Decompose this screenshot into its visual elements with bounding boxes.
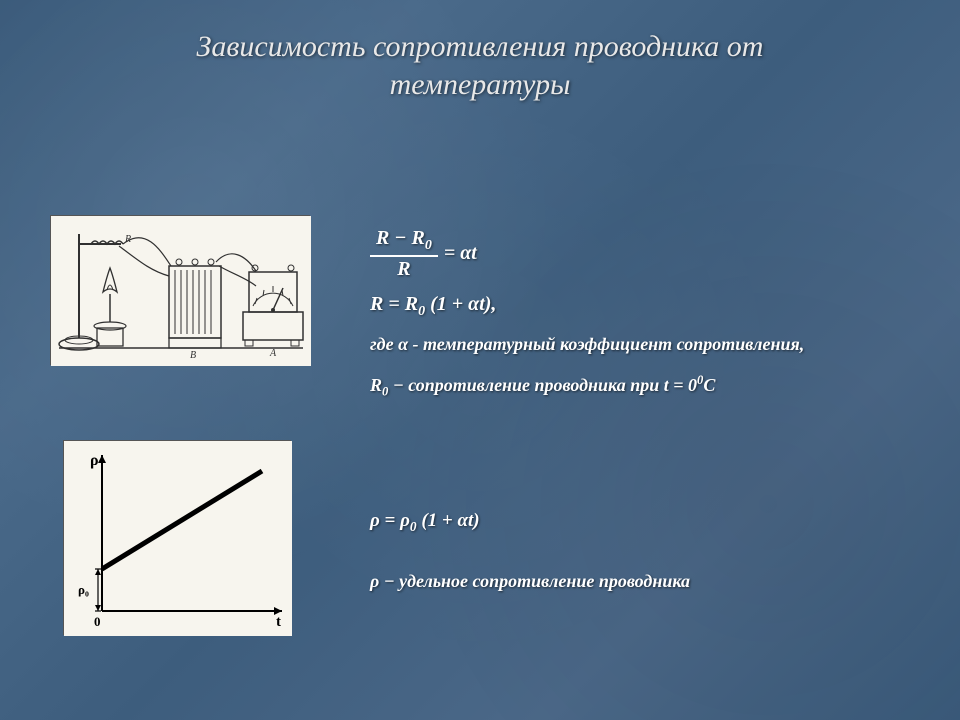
graph-x-label: t <box>276 614 281 630</box>
formula-block-upper: R − R0 R = αt R = R0 (1 + αt), где α - т… <box>370 228 940 400</box>
graph-origin-label: 0 <box>94 614 101 629</box>
eq-rho-rhs: (1 + αt) <box>417 510 480 531</box>
desc-alpha-prefix: где α <box>370 334 408 354</box>
eq-rho: ρ = ρ0 (1 + αt) <box>370 510 690 535</box>
desc-R0: R0 − сопротивление проводника при t = 00… <box>370 373 940 400</box>
eq1-den: R <box>397 257 410 279</box>
eq-fraction: R − R0 R = αt <box>370 228 940 279</box>
label-A: A <box>269 348 277 359</box>
title-line-1: Зависимость сопротивления проводника от <box>197 30 764 63</box>
label-B: B <box>190 350 196 361</box>
apparatus-figure: R B <box>50 215 310 365</box>
title-line-2: температуры <box>390 68 571 101</box>
graph-y-label: ρ <box>90 452 99 469</box>
eq1-rhs: = αt <box>444 242 477 265</box>
desc-R0-prefix: R <box>370 375 382 395</box>
eq-rho-lhs: ρ = ρ <box>370 510 410 531</box>
eq1-num-sub: 0 <box>425 238 432 253</box>
eq2-rhs: (1 + αt), <box>425 293 496 315</box>
graph-y0-label: ρ₀ <box>78 582 89 597</box>
apparatus-svg: R B <box>51 216 311 366</box>
graph-figure: ρ ρ₀ 0 t <box>63 440 291 635</box>
slide-title: Зависимость сопротивления проводника от … <box>0 28 960 103</box>
desc-alpha: где α - температурный коэффициент сопрот… <box>370 334 940 355</box>
formula-block-lower: ρ = ρ0 (1 + αt) ρ − удельное сопротивлен… <box>370 510 690 592</box>
desc-R0-mid: − сопротивление проводника при t = 0 <box>388 375 697 395</box>
desc-R0-end: C <box>703 375 715 395</box>
desc-rho: ρ − удельное сопротивление проводника <box>370 571 690 592</box>
eq-rho-sub: 0 <box>410 519 417 534</box>
eq1-num: R − R <box>376 227 425 249</box>
eq-R: R = R0 (1 + αt), <box>370 293 940 320</box>
graph-svg: ρ ρ₀ 0 t <box>64 441 292 636</box>
desc-alpha-rest: - температурный коэффициент сопротивлени… <box>408 334 804 354</box>
eq2-lhs: R = R <box>370 293 418 315</box>
